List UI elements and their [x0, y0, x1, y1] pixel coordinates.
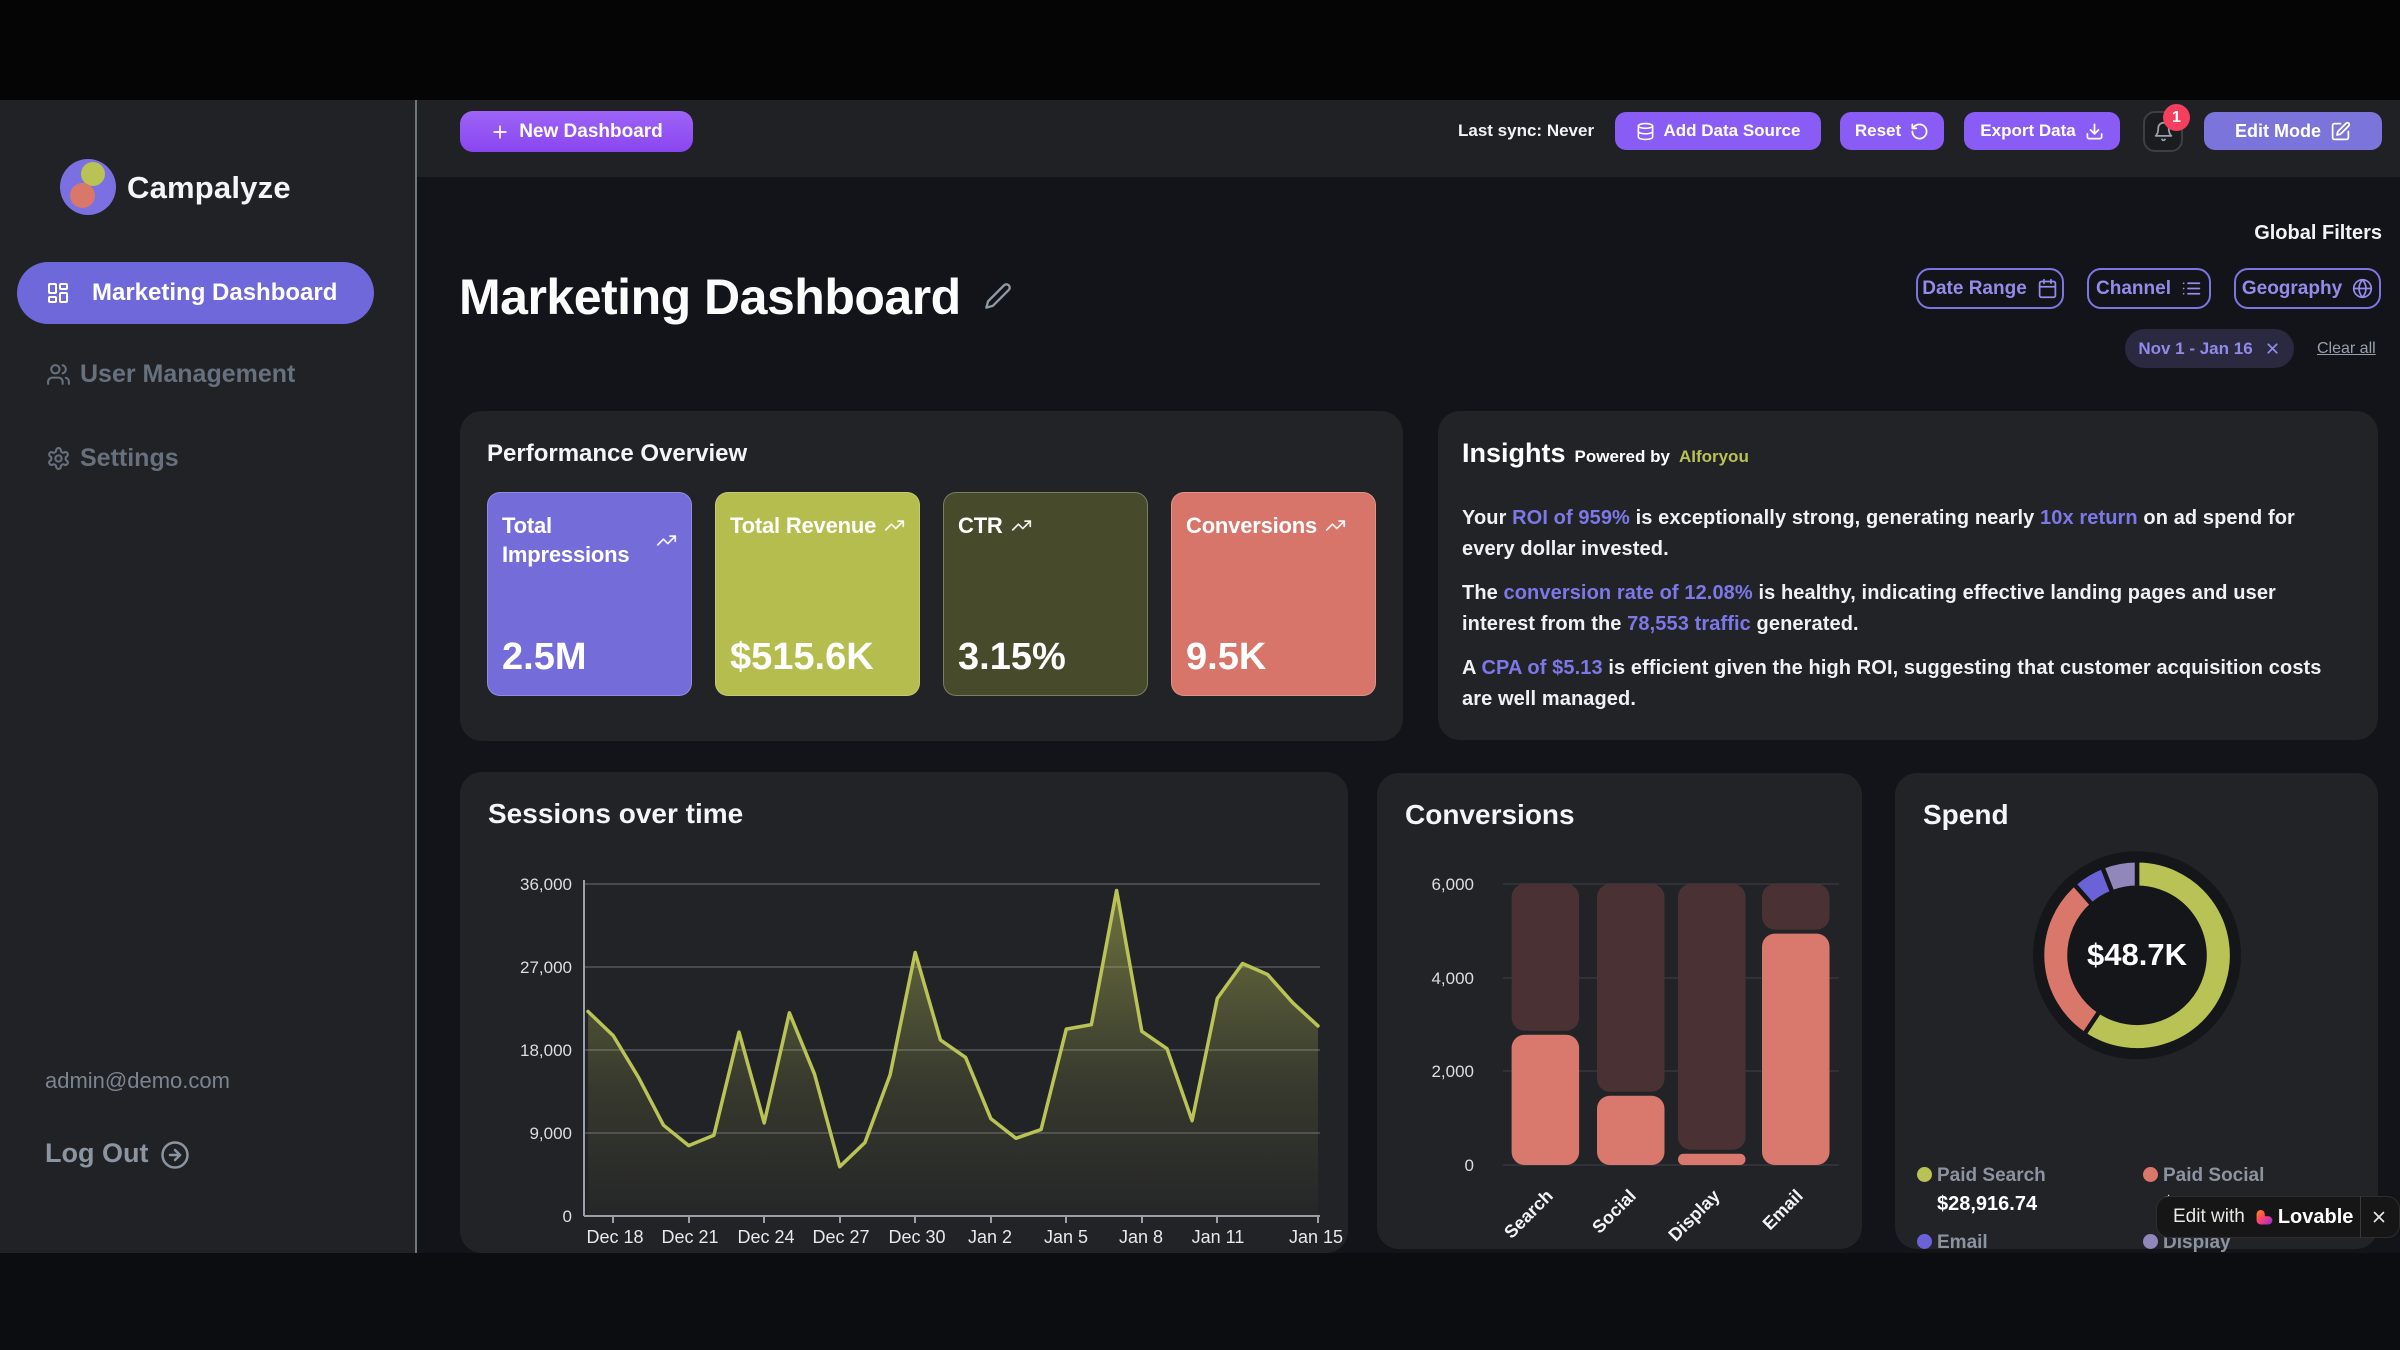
- svg-text:18,000: 18,000: [520, 1041, 572, 1060]
- svg-text:Jan 15: Jan 15: [1289, 1227, 1343, 1247]
- svg-text:Social: Social: [1588, 1186, 1640, 1238]
- svg-text:Jan 5: Jan 5: [1044, 1227, 1088, 1247]
- svg-text:6,000: 6,000: [1431, 875, 1474, 894]
- svg-text:0: 0: [563, 1207, 572, 1226]
- svg-text:0: 0: [1465, 1156, 1474, 1175]
- svg-text:2,000: 2,000: [1431, 1062, 1474, 1081]
- svg-text:Jan 8: Jan 8: [1119, 1227, 1163, 1247]
- svg-text:9,000: 9,000: [529, 1124, 572, 1143]
- svg-text:27,000: 27,000: [520, 958, 572, 977]
- svg-text:Search: Search: [1500, 1186, 1557, 1243]
- svg-text:Email: Email: [1759, 1186, 1807, 1234]
- svg-text:Dec 24: Dec 24: [737, 1227, 794, 1247]
- svg-text:Jan 11: Jan 11: [1192, 1227, 1245, 1247]
- svg-text:Dec 21: Dec 21: [661, 1227, 718, 1247]
- svg-text:Display: Display: [1664, 1186, 1723, 1245]
- svg-text:Dec 18: Dec 18: [586, 1227, 643, 1247]
- svg-text:$48.7K: $48.7K: [2087, 937, 2188, 972]
- svg-text:Dec 27: Dec 27: [812, 1227, 869, 1247]
- svg-text:Jan 2: Jan 2: [968, 1227, 1012, 1247]
- svg-text:36,000: 36,000: [520, 875, 572, 894]
- svg-text:4,000: 4,000: [1431, 969, 1474, 988]
- svg-text:Dec 30: Dec 30: [888, 1227, 945, 1247]
